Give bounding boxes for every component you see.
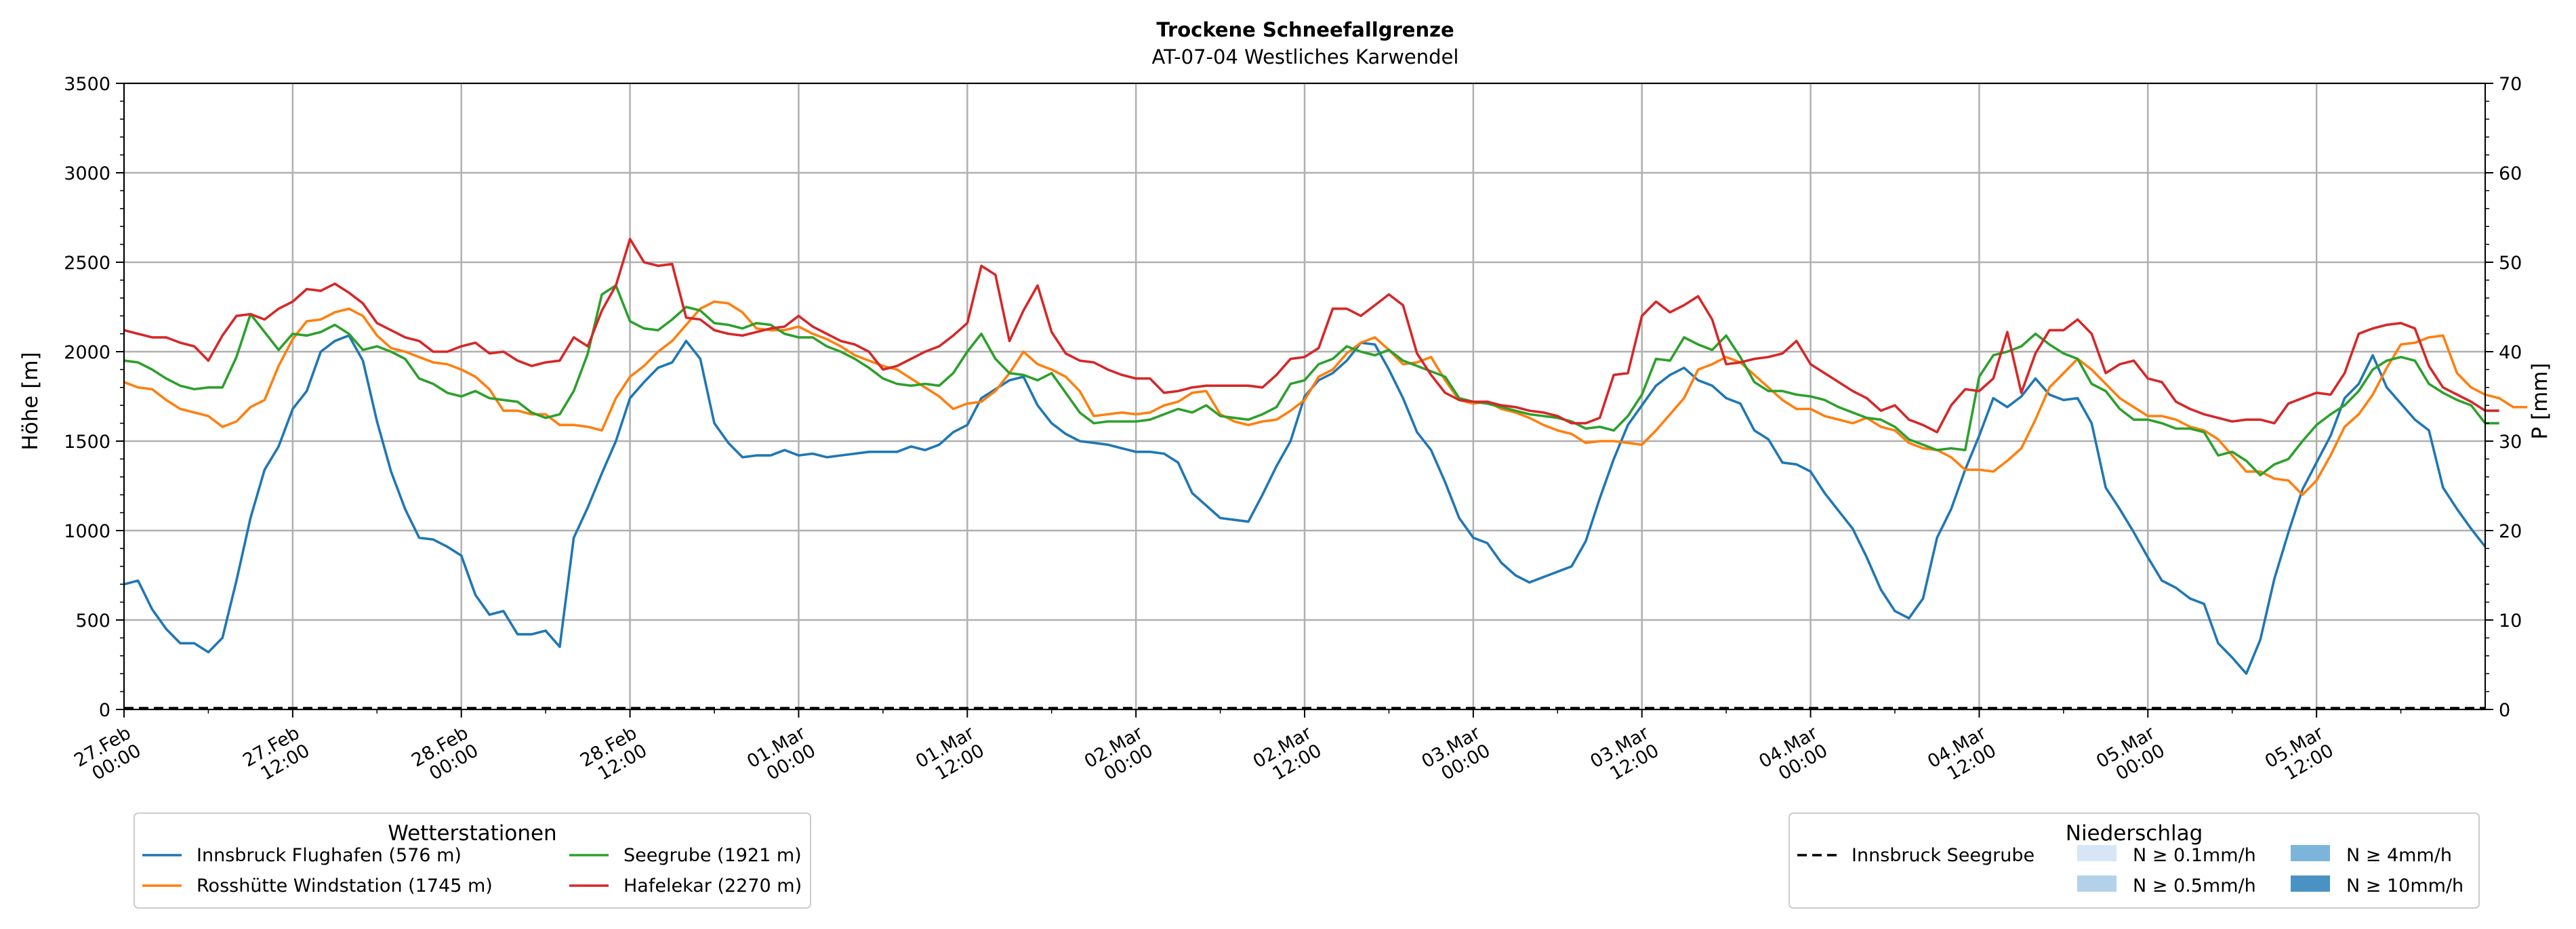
legend-entry-1: Innsbruck Flughafen (576 m) <box>197 845 462 866</box>
y-tick-label: 1000 <box>64 521 110 542</box>
legend-intensity-swatch-3 <box>2291 845 2330 861</box>
y-tick-label: 3500 <box>64 74 110 95</box>
legend-precip-line-label: Innsbruck Seegrube <box>1852 845 2035 866</box>
y-tick-label: 2500 <box>64 253 110 274</box>
legend-intensity-label-3: N ≥ 4mm/h <box>2346 845 2452 866</box>
y-axis-label-right: P [mm] <box>2528 363 2552 439</box>
legend-entry-4: Hafelekar (2270 m) <box>623 875 802 896</box>
y-tick-label: 0 <box>99 700 110 721</box>
legend-intensity-label-2: N ≥ 0.5mm/h <box>2133 875 2256 896</box>
series-line-1 <box>123 334 2487 676</box>
y-right-tick-label: 10 <box>2499 611 2522 632</box>
y-right-tick-label: 70 <box>2499 74 2522 95</box>
y-right-tick-label: 40 <box>2499 342 2522 363</box>
y-axis-label-left: Höhe [m] <box>18 352 43 450</box>
chart-title: Trockene Schneefallgrenze <box>1156 18 1454 41</box>
legend-stations-title: Wetterstationen <box>388 821 556 846</box>
series-line-4 <box>123 237 2499 434</box>
series-layer <box>123 237 2528 709</box>
legend-precip-title: Niederschlag <box>2066 821 2203 846</box>
chart-subtitle: AT-07-04 Westliches Karwendel <box>1152 45 1459 68</box>
legend-intensity-swatch-4 <box>2291 875 2330 892</box>
legend-intensity-swatch-2 <box>2077 875 2117 892</box>
legend-intensity-label-4: N ≥ 10mm/h <box>2346 875 2463 896</box>
y-tick-label: 3000 <box>64 163 110 184</box>
y-tick-label: 1500 <box>64 432 110 453</box>
legend-intensity-label-1: N ≥ 0.1mm/h <box>2133 845 2256 866</box>
y-tick-label: 2000 <box>64 342 110 363</box>
y-tick-label: 500 <box>75 611 110 632</box>
series-line-3 <box>123 284 2499 477</box>
legend-intensity-swatch-1 <box>2077 845 2117 861</box>
y-right-tick-label: 60 <box>2499 163 2522 184</box>
legend-precip: Niederschlag Innsbruck Seegrube N ≥ 0.1mm/… <box>1788 812 2480 909</box>
y-right-tick-label: 30 <box>2499 432 2522 453</box>
legend-entry-3: Seegrube (1921 m) <box>623 845 802 866</box>
legend-entry-2: Rosshütte Windstation (1745 m) <box>197 875 493 896</box>
y-right-tick-label: 0 <box>2499 700 2510 721</box>
y-right-tick-label: 20 <box>2499 521 2522 542</box>
series-line-2 <box>123 300 2528 497</box>
y-right-tick-label: 50 <box>2499 253 2522 274</box>
axis-layer: 0 500 1000 1500 2000 2500 3000 3500 0 10 20 30 40 50 6… <box>64 74 2522 785</box>
legend-stations-box <box>134 812 811 909</box>
